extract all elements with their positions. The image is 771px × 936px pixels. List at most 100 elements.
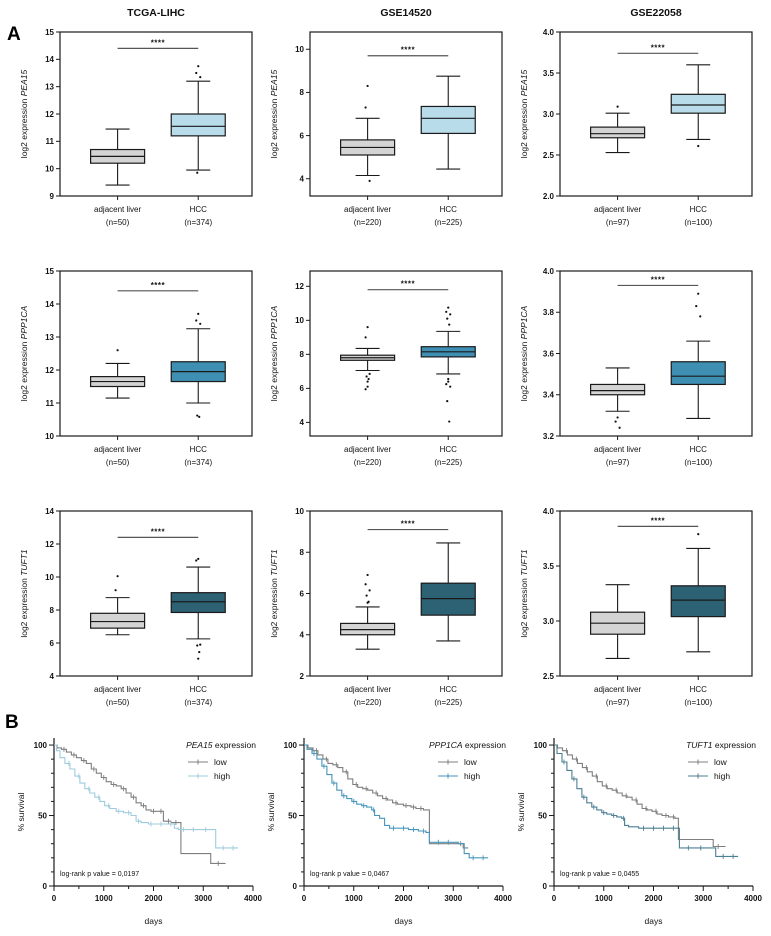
y-tick-label: 14 [45, 300, 54, 309]
box-group-adjacent-liver [339, 84, 396, 200]
group-label: adjacent liver [94, 685, 141, 694]
outlier-dot [368, 589, 371, 592]
outlier-dot [367, 377, 370, 381]
box-group-adjacent-liver [89, 575, 146, 680]
x-tick-label: 4000 [744, 894, 762, 903]
y-tick-label: 12 [295, 282, 304, 291]
x-tick-label: 1000 [345, 894, 363, 903]
outlier-dot [699, 315, 702, 318]
boxplot-tcga-lihc-tuft1: 4 6 8 10 12 14 log2 expression TUFT1 adjacent l… [14, 487, 264, 727]
box-group-HCC [420, 75, 476, 200]
pvalue-text: log-rank p value = 0,0455 [560, 871, 639, 878]
y-tick-label: 0 [543, 882, 548, 891]
x-tick-label: 4000 [494, 894, 512, 903]
iqr-box [670, 93, 726, 114]
legend-title: PPP1CA expression [429, 740, 506, 750]
km-step-line [54, 744, 226, 864]
km-series-low [304, 744, 469, 849]
y-tick-label: 3.0 [543, 110, 555, 119]
outlier-dot [114, 589, 117, 592]
group-n-label: (n=374) [184, 458, 212, 467]
legend-label: high [464, 771, 480, 781]
significance-stars: **** [651, 275, 666, 284]
y-tick-label: 6 [300, 131, 305, 140]
significance-stars: **** [151, 38, 166, 47]
x-axis-label: days [395, 916, 413, 926]
outlier-dot [366, 380, 369, 383]
outlier-dot [198, 650, 201, 654]
y-tick-label: 50 [538, 811, 547, 820]
boxplot-gse14520-pea15: GSE14520 4 6 8 10 log2 expression PEA15 adjace… [264, 2, 514, 247]
y-tick-label: 100 [534, 741, 548, 750]
group-n-label: (n=100) [684, 218, 712, 227]
y-tick-label: 2.5 [543, 672, 555, 681]
y-tick-label: 10 [295, 45, 304, 54]
outlier-dot [366, 601, 369, 604]
panel-b-survival-grid: 0 50 100 0 1000 2000 3000 4000 days% survival PEA… [14, 724, 764, 935]
group-label: adjacent liver [344, 685, 391, 694]
box-group-HCC [170, 557, 226, 680]
outlier-dot [616, 105, 619, 108]
y-tick-label: 2.5 [543, 151, 555, 160]
group-label: HCC [690, 205, 708, 214]
y-tick-label: 4 [300, 418, 305, 427]
y-tick-label: 12 [45, 540, 54, 549]
boxplot-gse14520-tuft1: 2 4 6 8 10 log2 expression TUFT1 adjacent live… [264, 487, 514, 727]
group-label: HCC [690, 445, 708, 454]
group-label: HCC [440, 445, 458, 454]
y-tick-label: 3.0 [543, 617, 555, 626]
x-axis-label: days [645, 916, 663, 926]
legend-entry-low: low [688, 757, 728, 767]
outlier-dot [197, 557, 200, 560]
y-tick-label: 50 [38, 811, 47, 820]
outlier-dot [446, 317, 449, 320]
y-tick-label: 2.0 [543, 192, 555, 201]
plot-frame [59, 510, 253, 677]
y-axis-label: log2 expression TUFT1 [269, 549, 279, 638]
significance-stars: **** [651, 43, 666, 52]
y-tick-label: 4 [300, 175, 305, 184]
y-axis-label: % survival [266, 793, 276, 832]
group-n-label: (n=100) [684, 458, 712, 467]
outlier-dot [449, 313, 452, 316]
box-group-adjacent-liver [339, 326, 396, 440]
legend-entry-low: low [188, 757, 228, 767]
y-tick-label: 0 [293, 882, 298, 891]
iqr-box [589, 383, 646, 396]
outlier-dot [695, 304, 698, 308]
box-group-adjacent-liver [589, 105, 646, 200]
legend-entry-high: high [438, 771, 480, 781]
y-tick-label: 6 [50, 639, 55, 648]
y-tick-label: 4.0 [543, 507, 555, 516]
boxplot-gse14520-ppp1ca: 4 6 8 10 12 log2 expression PPP1CA adjacent li… [264, 247, 514, 487]
y-tick-label: 13 [45, 82, 54, 91]
y-tick-label: 10 [295, 316, 304, 325]
iqr-box [89, 612, 146, 629]
plot-frame [559, 510, 753, 677]
dataset-title: GSE22058 [630, 7, 682, 19]
y-tick-label: 15 [45, 267, 54, 276]
outlier-dot [197, 65, 200, 68]
plot-frame [309, 31, 503, 197]
box-group-HCC [420, 542, 476, 680]
legend-entry-high: high [688, 771, 730, 781]
y-axis-label: log2 expression TUFT1 [519, 549, 529, 638]
km-step-line [554, 744, 726, 848]
group-label: adjacent liver [594, 205, 641, 214]
iqr-box [170, 592, 226, 614]
km-step-line [304, 744, 469, 849]
outlier-dot [448, 323, 451, 326]
outlier-dot [618, 426, 621, 429]
y-tick-label: 0 [43, 882, 48, 891]
outlier-dot [448, 420, 451, 423]
boxplot-tcga-lihc-pea15: TCGA-LIHC 9 10 11 12 13 14 15 log2 expression PE… [14, 2, 264, 247]
outlier-dot [697, 292, 700, 295]
group-n-label: (n=50) [106, 698, 130, 707]
y-tick-label: 14 [45, 55, 54, 64]
outlier-dot [697, 533, 700, 536]
y-axis-label: log2 expression PEA15 [519, 70, 529, 159]
outlier-dot [697, 144, 700, 148]
outlier-dot [447, 306, 450, 309]
group-label: adjacent liver [344, 205, 391, 214]
significance-stars: **** [651, 516, 666, 525]
